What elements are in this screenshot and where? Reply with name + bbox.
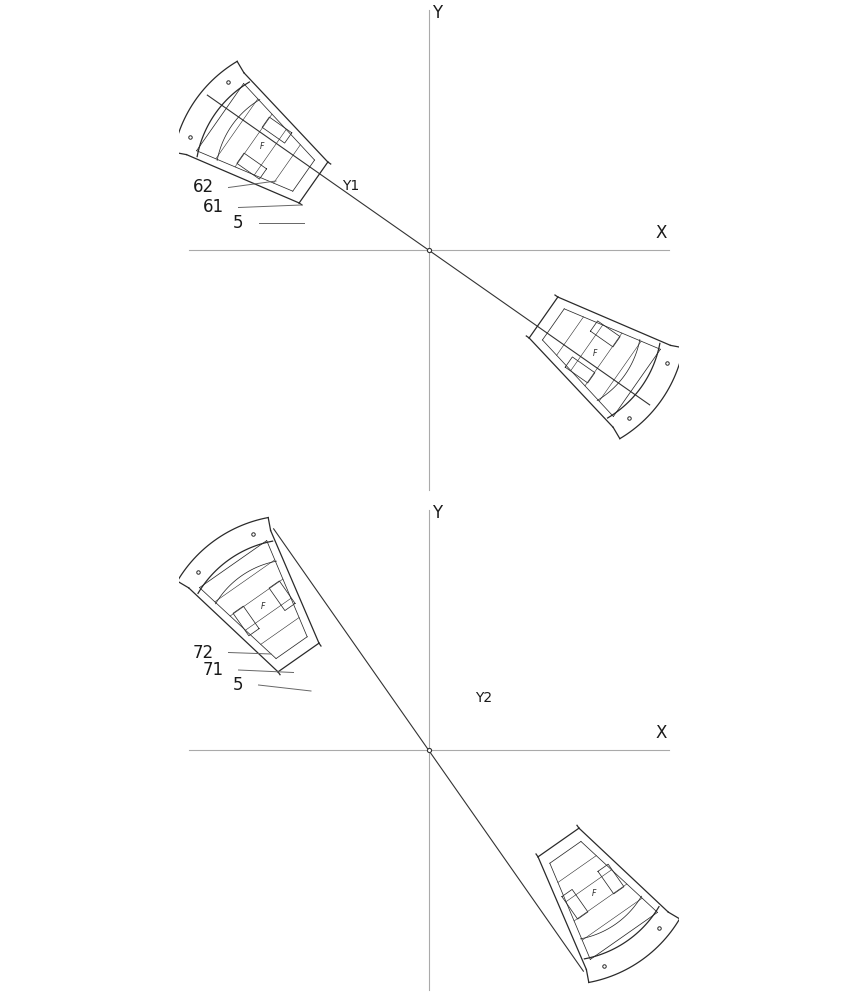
Text: F: F (592, 349, 596, 358)
Text: F: F (261, 602, 265, 611)
Text: 61: 61 (202, 198, 224, 217)
Text: 71: 71 (202, 661, 224, 679)
Text: F: F (261, 142, 265, 151)
Text: Y: Y (433, 504, 442, 522)
Text: 62: 62 (192, 178, 213, 196)
Text: X: X (656, 724, 667, 742)
Text: Y: Y (433, 3, 442, 21)
Text: 5: 5 (233, 214, 243, 232)
Text: X: X (656, 224, 667, 241)
Text: F: F (592, 889, 596, 898)
Text: Y1: Y1 (343, 179, 360, 193)
Text: 72: 72 (192, 644, 213, 662)
Text: Y2: Y2 (475, 692, 492, 706)
Text: 5: 5 (233, 676, 243, 694)
